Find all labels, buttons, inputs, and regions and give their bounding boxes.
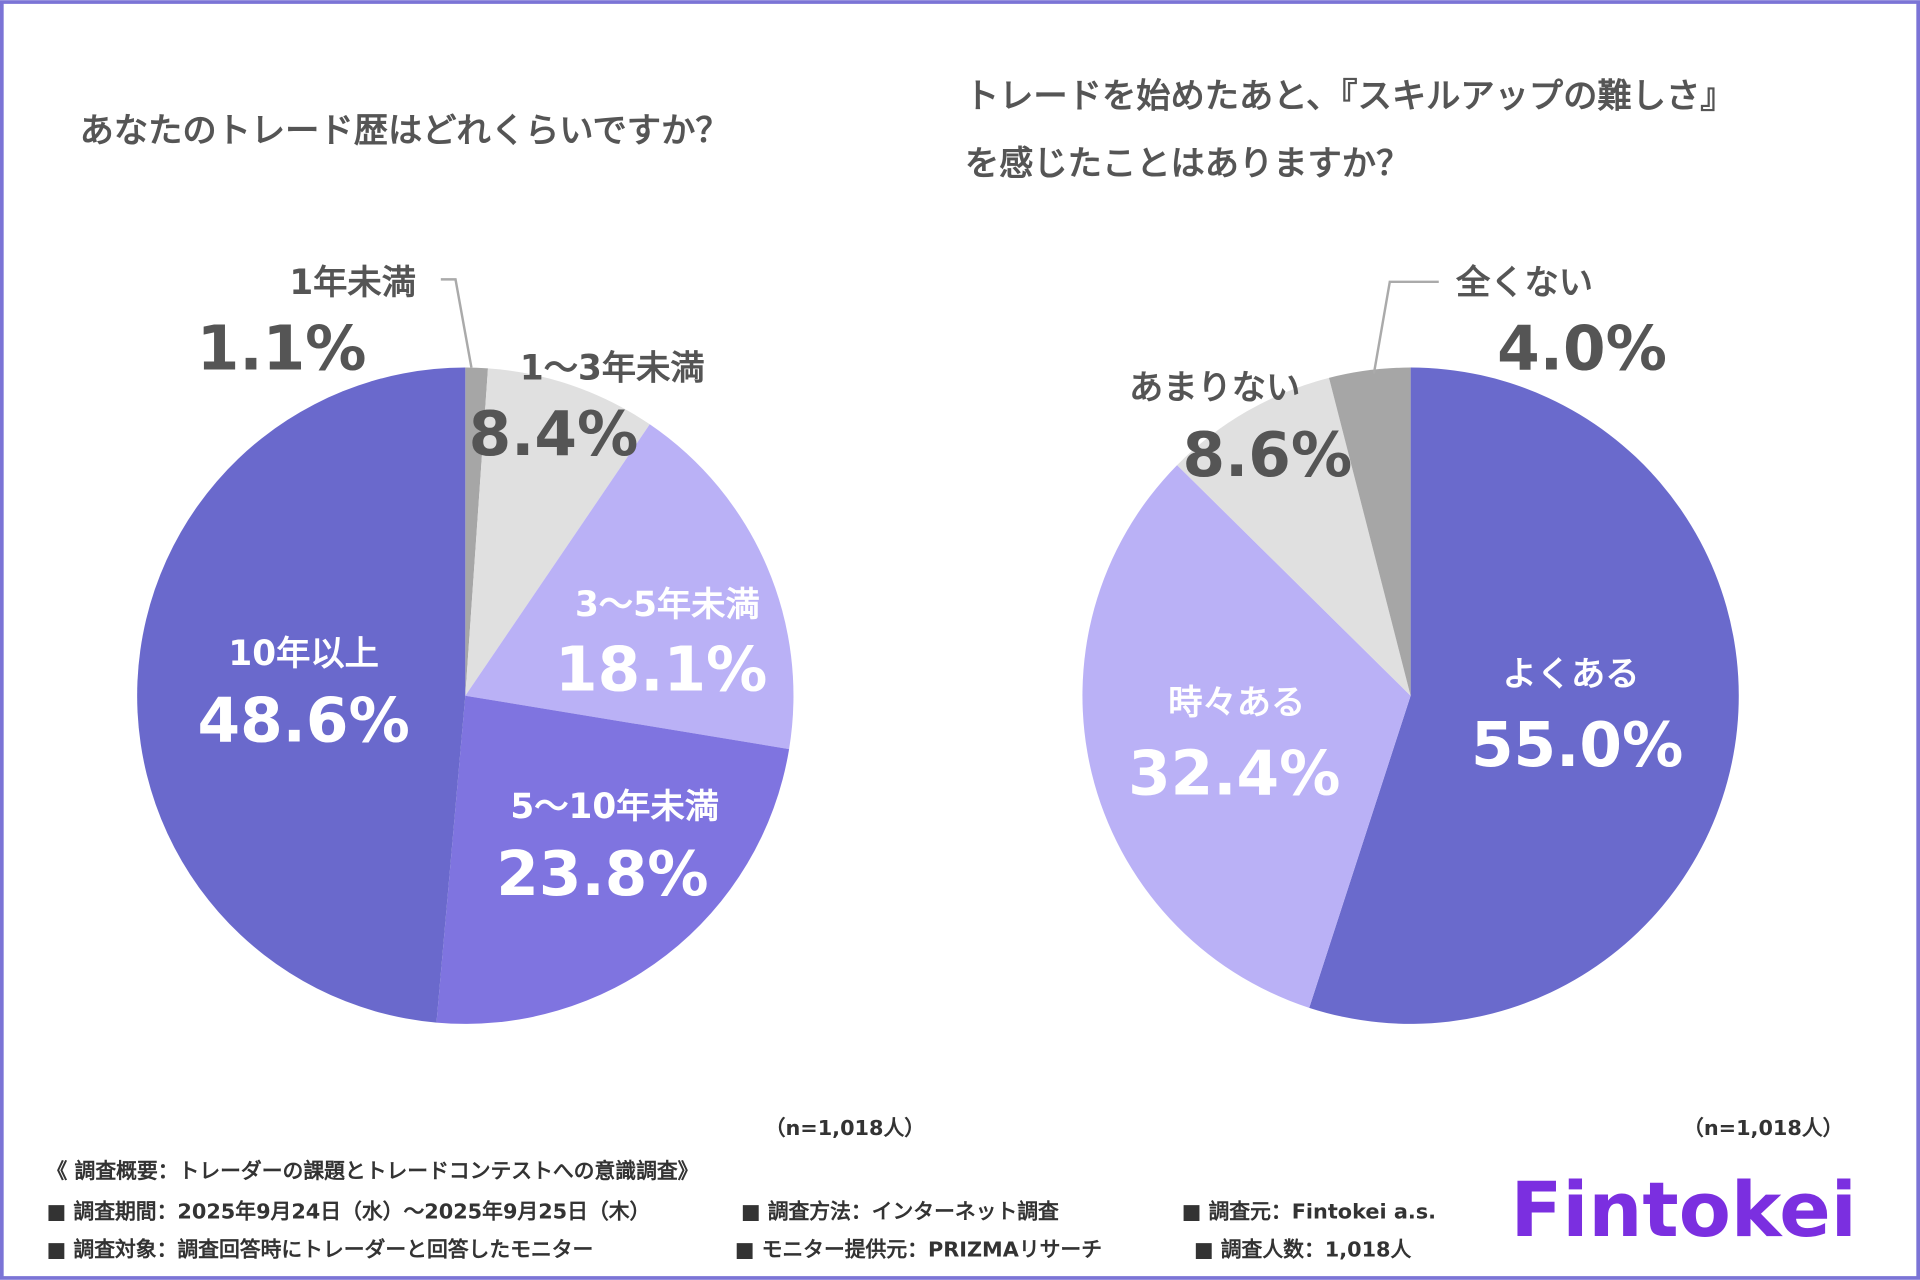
category-label: 10年以上	[228, 634, 378, 674]
value-label: 4.0%	[1497, 313, 1667, 384]
pie-slice	[436, 695, 790, 1024]
pie-slice	[1329, 367, 1411, 696]
value-label: 48.6%	[197, 686, 409, 757]
sample-note: （n=1,018人）	[765, 1116, 925, 1140]
survey-item: ■ 調査期間：2025年9月24日（水）〜2025年9月25日（木）	[47, 1199, 651, 1223]
category-label: 5〜10年未満	[510, 787, 719, 827]
pie-slice	[465, 368, 650, 696]
leader-line	[440, 278, 473, 368]
value-label: 23.8%	[496, 839, 708, 910]
chart-title: を感じたことはありますか？	[965, 144, 1410, 184]
category-label: 全くない	[1455, 263, 1593, 303]
survey-item: ■ モニター提供元：PRIZMAリサーチ	[735, 1237, 1102, 1261]
category-label: 時々ある	[1168, 683, 1305, 723]
category-label: よくある	[1502, 655, 1639, 695]
sample-note: （n=1,018人）	[1683, 1116, 1843, 1140]
pie-slice	[137, 367, 466, 1023]
survey-heading: 《 調査概要：トレーダーの課題とトレードコンテストへの意識調査》	[47, 1159, 699, 1183]
chart-title: トレードを始めたあと、『スキルアップの難しさ』	[965, 77, 1735, 117]
pie-slice	[465, 367, 488, 696]
pie-slice	[1309, 367, 1739, 1024]
survey-item: ■ 調査人数：1,018人	[1194, 1237, 1412, 1261]
leader-line	[1372, 280, 1439, 374]
pie-slice	[1082, 465, 1411, 1008]
pie-slice	[465, 424, 794, 750]
category-label: あまりない	[1129, 368, 1300, 408]
value-label: 55.0%	[1471, 710, 1683, 781]
value-label: 8.6%	[1182, 420, 1352, 491]
value-label: 32.4%	[1128, 738, 1340, 809]
survey-item: ■ 調査元：Fintokei a.s.	[1182, 1199, 1436, 1223]
value-label: 8.4%	[469, 399, 639, 470]
category-label: 1年未満	[289, 263, 416, 303]
chart-title: あなたのトレード歴はどれくらいですか？	[80, 111, 730, 151]
value-label: 18.1%	[555, 634, 767, 705]
survey-item: ■ 調査方法：インターネット調査	[741, 1199, 1059, 1223]
category-label: 3〜5年未満	[575, 585, 760, 625]
value-label: 1.1%	[197, 313, 367, 384]
pie-slice	[1177, 377, 1411, 696]
logo: Fintokei	[1511, 1166, 1857, 1254]
category-label: 1〜3年未満	[520, 349, 705, 389]
survey-item: ■ 調査対象：調査回答時にトレーダーと回答したモニター	[47, 1237, 594, 1261]
